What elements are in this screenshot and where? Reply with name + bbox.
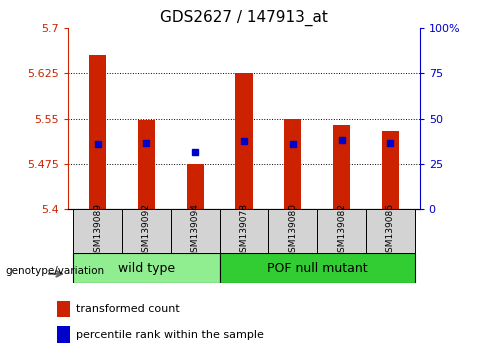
Bar — [187, 164, 204, 209]
Text: GSM139094: GSM139094 — [191, 204, 200, 258]
FancyBboxPatch shape — [317, 209, 366, 253]
FancyBboxPatch shape — [366, 209, 415, 253]
FancyBboxPatch shape — [73, 209, 122, 253]
FancyBboxPatch shape — [73, 253, 220, 283]
FancyBboxPatch shape — [171, 209, 220, 253]
Text: genotype/variation: genotype/variation — [5, 266, 104, 276]
FancyBboxPatch shape — [122, 209, 171, 253]
Bar — [138, 120, 155, 209]
FancyBboxPatch shape — [268, 209, 317, 253]
Bar — [236, 74, 253, 209]
Text: GSM139078: GSM139078 — [240, 204, 248, 258]
Text: GSM139092: GSM139092 — [142, 204, 151, 258]
Bar — [57, 326, 70, 343]
Text: wild type: wild type — [118, 262, 175, 275]
Bar — [285, 119, 302, 209]
Text: GSM139086: GSM139086 — [386, 204, 395, 258]
Text: percentile rank within the sample: percentile rank within the sample — [76, 330, 264, 340]
Bar — [333, 125, 350, 209]
FancyBboxPatch shape — [220, 209, 268, 253]
Text: GSM139089: GSM139089 — [93, 204, 102, 258]
Bar — [57, 301, 70, 317]
Bar — [89, 56, 106, 209]
Title: GDS2627 / 147913_at: GDS2627 / 147913_at — [160, 9, 328, 25]
Text: transformed count: transformed count — [76, 304, 180, 314]
Bar — [382, 131, 399, 209]
Text: POF null mutant: POF null mutant — [267, 262, 367, 275]
Text: GSM139082: GSM139082 — [337, 204, 346, 258]
FancyBboxPatch shape — [220, 253, 415, 283]
Text: GSM139080: GSM139080 — [288, 204, 297, 258]
